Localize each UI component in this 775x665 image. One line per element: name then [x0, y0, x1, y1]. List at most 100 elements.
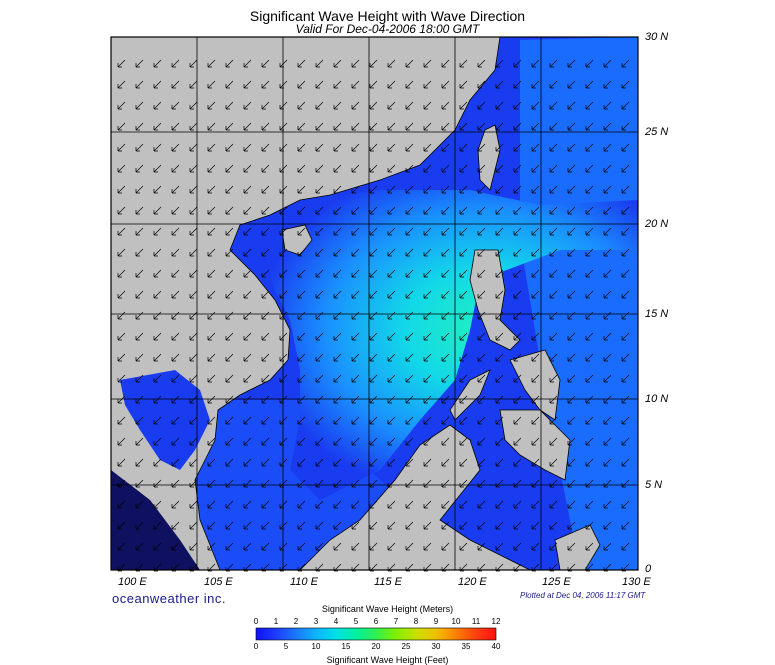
wave-arrow — [513, 416, 522, 425]
wave-arrow — [315, 185, 324, 194]
wave-arrow — [135, 521, 144, 530]
wave-arrow — [603, 227, 612, 236]
wave-arrow — [387, 542, 396, 551]
wave-arrow — [135, 164, 144, 173]
wave-arrow — [387, 80, 396, 89]
wave-arrow — [315, 80, 324, 89]
wave-arrow — [171, 206, 180, 215]
wave-arrow — [189, 206, 198, 215]
wave-arrow — [477, 290, 486, 299]
wave-arrow — [621, 269, 630, 278]
wave-arrow — [351, 164, 360, 173]
wave-arrow — [333, 479, 342, 488]
wave-arrow — [441, 164, 450, 173]
wave-arrow — [297, 416, 306, 425]
colorbar — [255, 627, 497, 641]
wave-arrow — [369, 80, 378, 89]
wave-arrow — [441, 416, 450, 425]
wave-arrow — [207, 59, 216, 68]
wave-arrow — [279, 416, 288, 425]
wave-arrow — [441, 437, 450, 446]
wave-arrow — [297, 122, 306, 131]
wave-arrow — [369, 500, 378, 509]
wave-arrow — [387, 164, 396, 173]
wave-arrow — [351, 143, 360, 152]
wave-arrow — [621, 143, 630, 152]
wave-arrow — [423, 416, 432, 425]
wave-arrow — [243, 311, 252, 320]
wave-arrow — [549, 227, 558, 236]
wave-arrow — [549, 395, 558, 404]
wave-arrow — [279, 59, 288, 68]
wave-arrow — [225, 227, 234, 236]
wave-arrow — [369, 458, 378, 467]
wave-arrow — [171, 521, 180, 530]
wave-arrow — [243, 185, 252, 194]
wave-arrow — [477, 185, 486, 194]
wave-arrow — [117, 374, 126, 383]
wave-arrow — [261, 353, 270, 362]
wave-arrow — [369, 122, 378, 131]
wave-arrow — [369, 395, 378, 404]
wave-arrow — [477, 395, 486, 404]
wave-arrow — [585, 269, 594, 278]
meters-tick: 3 — [313, 617, 319, 626]
wave-arrow — [369, 479, 378, 488]
wave-arrow — [621, 332, 630, 341]
wave-arrow — [243, 521, 252, 530]
wave-arrow — [531, 479, 540, 488]
wave-arrow — [441, 185, 450, 194]
wave-arrow — [297, 185, 306, 194]
wave-arrow — [531, 164, 540, 173]
wave-arrow — [585, 185, 594, 194]
wave-arrow — [405, 59, 414, 68]
wave-arrow — [153, 206, 162, 215]
wave-arrow — [207, 143, 216, 152]
wave-arrow — [513, 185, 522, 194]
wave-arrow — [567, 353, 576, 362]
wave-arrow — [207, 416, 216, 425]
wave-arrow — [207, 101, 216, 110]
wave-arrow — [189, 101, 198, 110]
wave-arrow — [495, 437, 504, 446]
wave-arrow — [585, 353, 594, 362]
wave-arrow — [513, 227, 522, 236]
wave-arrow — [171, 164, 180, 173]
wave-arrow — [531, 269, 540, 278]
wave-arrow — [549, 521, 558, 530]
wave-arrow — [405, 353, 414, 362]
wave-arrow — [135, 332, 144, 341]
wave-arrow — [513, 374, 522, 383]
wave-arrow — [171, 479, 180, 488]
wave-arrow — [189, 311, 198, 320]
wave-arrow — [333, 290, 342, 299]
wave-arrow — [567, 416, 576, 425]
wave-arrow — [189, 521, 198, 530]
wave-arrow — [459, 290, 468, 299]
wave-arrow — [477, 332, 486, 341]
wave-arrow — [189, 542, 198, 551]
pacific-sea — [520, 37, 638, 570]
wave-arrow — [261, 542, 270, 551]
wave-arrow — [171, 59, 180, 68]
wave-arrow — [513, 437, 522, 446]
wave-arrow — [387, 248, 396, 257]
wave-arrow — [351, 479, 360, 488]
wave-arrow — [585, 290, 594, 299]
wave-arrow — [513, 521, 522, 530]
meters-tick: 12 — [491, 617, 501, 626]
high-wave-area — [230, 190, 638, 500]
wave-arrow — [261, 269, 270, 278]
wave-arrow — [117, 458, 126, 467]
brand-logo: oceanweather inc. — [112, 591, 227, 606]
wave-arrow — [477, 59, 486, 68]
wave-arrow — [261, 101, 270, 110]
wave-arrow — [297, 227, 306, 236]
sumatra-dark-water — [111, 470, 200, 570]
wave-arrow — [531, 206, 540, 215]
wave-arrow — [549, 374, 558, 383]
wave-arrow — [567, 290, 576, 299]
wave-arrow — [369, 311, 378, 320]
wave-arrow — [333, 80, 342, 89]
wave-arrow — [387, 374, 396, 383]
